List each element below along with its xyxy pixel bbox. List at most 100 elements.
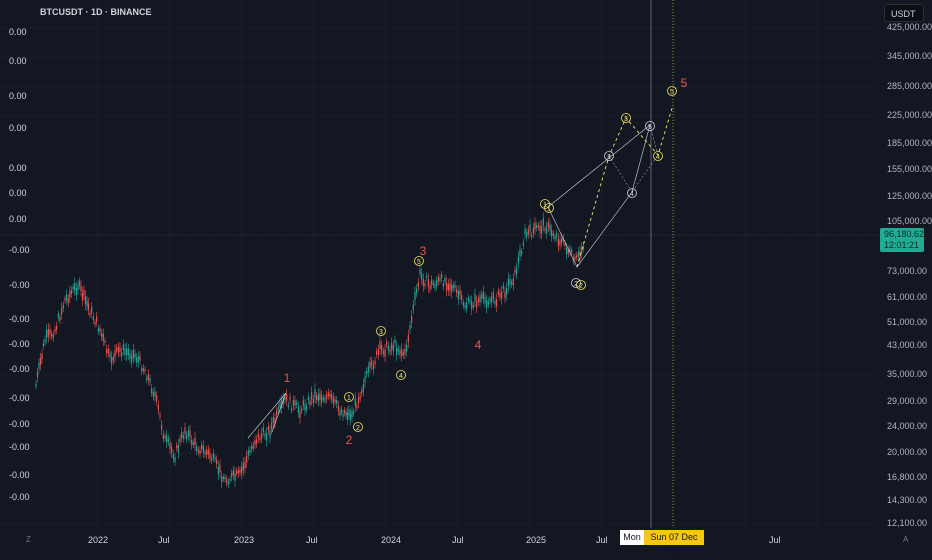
candle-body (316, 395, 318, 400)
candle-body (97, 328, 99, 332)
candle-body (516, 267, 518, 275)
candle-body (536, 225, 538, 229)
candle-body (551, 229, 553, 237)
candle-body (337, 405, 339, 411)
candle-body (486, 300, 488, 309)
candle-body (391, 342, 393, 350)
candle-body (561, 237, 563, 243)
candle-body (531, 234, 533, 237)
candle-body (429, 285, 431, 290)
right-axis-tick: 73,000.00 (887, 266, 928, 276)
candle-body (296, 402, 298, 405)
candle-body (319, 393, 321, 401)
candle-body (314, 389, 316, 398)
candle-body (399, 350, 401, 355)
candle-body (361, 390, 363, 394)
candle-body (199, 450, 201, 454)
candle-body (84, 296, 87, 305)
candle-body (447, 284, 449, 291)
wave-minor-1: 1 (347, 395, 351, 402)
candle-body (277, 407, 279, 411)
wave-proj-3w: 3 (607, 154, 611, 161)
candle-body (271, 422, 273, 430)
wave-trend-line (247, 392, 287, 439)
candle-body (386, 342, 388, 345)
candle-body (411, 315, 413, 323)
candle-body (207, 449, 209, 455)
candle-body (35, 383, 37, 387)
left-axis-tick: 0.00 (9, 163, 27, 173)
left-axis-tick: -0.00 (9, 339, 30, 349)
candle-body (59, 317, 61, 321)
wave-major-4: 4 (475, 338, 482, 352)
wave-proj-3y: 3 (624, 116, 628, 123)
right-axis-tick: 285,000.00 (887, 81, 932, 91)
right-axis-tick: 125,000.00 (887, 191, 932, 201)
candle-body (332, 397, 334, 404)
timezone-toggle[interactable]: Z (26, 535, 31, 544)
candle-body (446, 282, 448, 291)
candle-body (111, 356, 113, 365)
candle-body (469, 299, 471, 303)
candle-body (229, 479, 231, 482)
candle-body (122, 344, 124, 351)
left-axis-tick: 0.00 (9, 27, 27, 37)
symbol-title[interactable]: BTCUSDT · 1D · BINANCE (40, 7, 152, 17)
candle-body (322, 397, 324, 400)
candle-body (559, 240, 561, 246)
candle-body (546, 226, 548, 234)
candle-body (49, 329, 51, 335)
candle-body (532, 227, 534, 234)
candle-body (464, 305, 466, 308)
candle-body (507, 278, 509, 287)
candle-body (164, 436, 166, 439)
candle-body (343, 410, 346, 414)
candle-body (169, 442, 171, 450)
wave-minor-1c: 1 (547, 206, 551, 213)
candle-body (104, 340, 106, 343)
candle-body (466, 302, 468, 309)
candle-body (339, 411, 341, 416)
candle-body (67, 298, 69, 304)
candle-body (196, 446, 198, 451)
right-axis-tick: 12,100.00 (887, 518, 928, 528)
candle-body (274, 418, 276, 424)
candle-body (407, 335, 409, 343)
candle-body (372, 364, 374, 370)
candle-body (224, 476, 226, 480)
candle-body (239, 469, 241, 473)
candle-body (147, 374, 149, 381)
wave-major-3: 3 (420, 244, 427, 258)
candle-body (54, 329, 56, 332)
candle-body (241, 466, 243, 474)
auto-scale-toggle[interactable]: A (903, 535, 909, 544)
candle-body (179, 438, 181, 443)
candle-body (384, 349, 386, 357)
candle-body (294, 400, 296, 406)
candle-body (232, 470, 234, 476)
currency-button[interactable]: USDT (884, 4, 924, 22)
candle-body (194, 437, 196, 446)
candle-body (406, 344, 408, 352)
candle-body (396, 347, 398, 355)
candle-body (544, 228, 546, 231)
candle-body (287, 404, 289, 407)
candle-body (524, 228, 526, 235)
candle-body (471, 301, 473, 310)
candle-body (362, 384, 364, 392)
wave-minor-4-ring (396, 370, 406, 380)
candle-body (251, 446, 253, 450)
candle-body (256, 439, 258, 444)
candle-body (69, 290, 71, 298)
candle-body (327, 392, 329, 396)
projection-channel (547, 124, 651, 268)
candle-body (581, 247, 583, 254)
candle-body (569, 248, 571, 253)
candle-body (491, 296, 493, 303)
candle-body (51, 333, 53, 337)
candle-body (417, 282, 419, 287)
candle-body (582, 245, 584, 249)
candle-body (392, 345, 394, 352)
candle-body (202, 445, 204, 453)
